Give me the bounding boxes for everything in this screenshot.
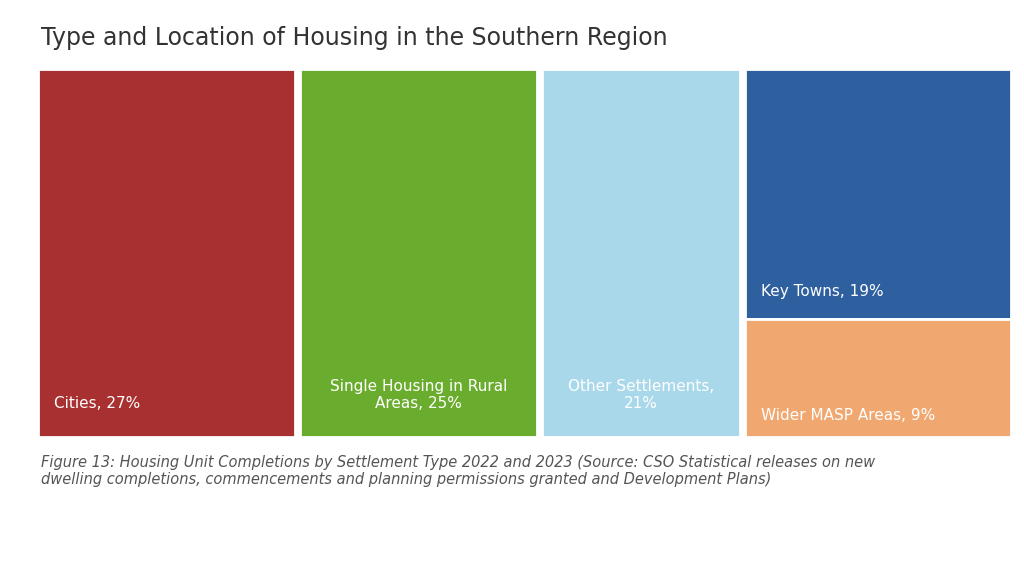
Text: Cities, 27%: Cities, 27% [53,397,140,412]
Text: Type and Location of Housing in the Southern Region: Type and Location of Housing in the Sout… [41,26,668,50]
Text: Other Settlements,
21%: Other Settlements, 21% [568,379,714,412]
Bar [300,69,537,437]
Text: Single Housing in Rural
Areas, 25%: Single Housing in Rural Areas, 25% [330,379,507,412]
Text: Figure 13: Housing Unit Completions by Settlement Type 2022 and 2023 (Source: CS: Figure 13: Housing Unit Completions by S… [41,455,876,487]
Text: Wider MASP Areas, 9%: Wider MASP Areas, 9% [761,408,935,423]
Bar [542,69,740,437]
Text: Key Towns, 19%: Key Towns, 19% [761,284,884,299]
Bar [38,69,295,437]
Bar [745,319,1012,437]
Bar [745,69,1012,319]
